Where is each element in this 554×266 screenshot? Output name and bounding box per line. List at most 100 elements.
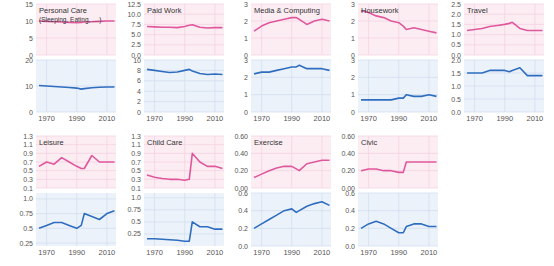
grid-line (144, 34, 224, 35)
grid-line (251, 94, 331, 95)
series-line (361, 221, 436, 232)
grid-line (144, 197, 224, 198)
x-tick-label: 2010 (421, 248, 438, 257)
grid-line (144, 162, 224, 163)
x-tick-label: 2010 (99, 248, 116, 257)
data-group (39, 211, 114, 229)
grid-line (534, 4, 535, 55)
grid-line (36, 60, 116, 61)
x-tick-label: 1970 (360, 248, 377, 257)
y-tick-label: 0.60 (234, 133, 248, 140)
grid-line (251, 77, 331, 78)
grid-line (358, 21, 438, 22)
grid-line (76, 60, 77, 112)
y-tick-label: 12.5 (127, 1, 141, 8)
y-tick-label: 2.5 (451, 1, 461, 8)
y-tick-label: 0.7 (23, 159, 33, 166)
x-tick-label: 2010 (314, 248, 331, 257)
grid-line (144, 233, 224, 234)
grid-line (358, 38, 438, 39)
y-tick-label: 5 (29, 35, 33, 42)
grid-line (36, 188, 116, 189)
figure: 051015Personal Care(Sleeping, Eating, ..… (0, 0, 554, 266)
panel: 0.10.30.50.70.91.11.3Child Care (131, 133, 224, 192)
panel: 0123Housework (351, 1, 438, 59)
grid-line (106, 4, 107, 55)
series-line (361, 162, 436, 172)
series-line (254, 65, 329, 74)
grid-line (464, 112, 544, 113)
y-tick-label: 0.3 (23, 176, 33, 183)
y-tick-label: 1.1 (23, 141, 33, 148)
grid-line (398, 136, 399, 188)
y-tick-label: 0.9 (131, 150, 141, 157)
plot-background (251, 4, 331, 55)
y-tick-label: 10 (25, 83, 33, 90)
y-tick-label: 7.5 (131, 21, 141, 28)
y-tick-label: 0.9 (23, 150, 33, 157)
y-tick-label: 1 (244, 91, 248, 98)
grid-line (534, 60, 535, 112)
grid-line (144, 170, 224, 171)
grid-line (428, 4, 429, 55)
grid-line (36, 153, 116, 154)
x-tick-label: 2010 (314, 114, 331, 123)
x-tick-label: 1990 (176, 248, 193, 257)
grid-line (144, 101, 224, 102)
y-tick-label: 3 (244, 1, 248, 8)
plot-background (36, 4, 116, 55)
plot-background (464, 4, 544, 55)
x-tick-label: 1990 (176, 114, 193, 123)
grid-line (251, 193, 331, 194)
grid-line (36, 179, 116, 180)
panel: 0.00.51.01.52.02.5Travel (451, 1, 544, 59)
grid-line (251, 112, 331, 113)
grid-line (251, 38, 331, 39)
data-group (39, 156, 114, 169)
x-tick-label: 1970 (38, 114, 55, 123)
grid-line (144, 153, 224, 154)
grid-line (144, 24, 224, 25)
panel-title: Housework (361, 6, 399, 15)
y-tick-label: 2 (351, 74, 355, 81)
panel-title: Media & Computing (254, 6, 320, 15)
grid-line (358, 193, 438, 194)
x-tick-label: 1990 (68, 248, 85, 257)
grid-line (358, 153, 438, 154)
panel-title: Exercise (254, 138, 283, 147)
grid-line (251, 4, 331, 5)
plot-background (36, 136, 116, 188)
grid-line (464, 99, 544, 100)
grid-line (368, 60, 369, 112)
panel-title: Travel (467, 6, 488, 15)
grid-line (76, 136, 77, 188)
grid-line (428, 60, 429, 112)
y-tick-label: 0.75 (19, 210, 33, 217)
grid-line (251, 60, 331, 61)
y-tick-label: 0 (137, 109, 141, 116)
grid-line (36, 213, 116, 214)
series-line (467, 68, 542, 76)
y-tick-label: 0.4 (345, 207, 355, 214)
y-tick-label: 3 (244, 57, 248, 64)
x-tick-label: 1970 (466, 114, 483, 123)
grid-line (251, 228, 331, 229)
panel: 0.000.200.400.60Exercise (234, 133, 331, 192)
y-tick-label: 1 (351, 91, 355, 98)
data-group (254, 18, 329, 32)
y-tick-label: 0.0 (238, 243, 248, 250)
grid-line (144, 209, 224, 210)
y-tick-label: 1 (351, 35, 355, 42)
x-tick-label: 2010 (527, 114, 544, 123)
grid-line (184, 4, 185, 55)
panel: 01020197019902010 (25, 57, 116, 124)
grid-line (504, 60, 505, 112)
series-line (467, 22, 542, 30)
x-tick-label: 1990 (390, 114, 407, 123)
y-tick-label: 1 (244, 35, 248, 42)
y-tick-label: 0.75 (127, 206, 141, 213)
y-tick-label: 1.0 (451, 31, 461, 38)
y-tick-label: 1.3 (131, 133, 141, 140)
grid-line (261, 60, 262, 112)
y-tick-label: 15 (25, 1, 33, 8)
